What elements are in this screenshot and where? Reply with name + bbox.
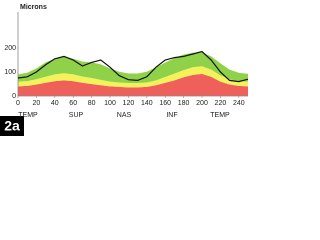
x-tick-label: 40 [51, 100, 59, 107]
band-area [18, 52, 248, 84]
band-area [18, 66, 248, 88]
y-tick-label: 0 [12, 93, 16, 100]
x-tick-label: 180 [178, 100, 190, 107]
x-tick-label: 20 [33, 100, 41, 107]
panel-label: 2a [4, 118, 20, 134]
x-tick-label: 240 [233, 100, 245, 107]
y-tick-label: 100 [4, 69, 16, 76]
x-tick-label: 140 [141, 100, 153, 107]
x-tick-label: 80 [88, 100, 96, 107]
region-label: TEMP [18, 112, 38, 119]
x-tick-label: 120 [123, 100, 135, 107]
thickness-line [17, 50, 249, 83]
panel-label-box [0, 116, 24, 136]
x-tick-label: 100 [104, 100, 116, 107]
band-area [18, 73, 248, 96]
x-tick-label: 60 [69, 100, 77, 107]
chart-title: Microns [20, 4, 47, 11]
x-tick-label: 0 [16, 100, 20, 107]
chart: Microns 2a 0 100 200 0 20 40 60 80 100 120 140 160 1… [0, 0, 250, 136]
x-tick-label: 200 [196, 100, 208, 107]
region-label: INF [166, 112, 177, 119]
x-tick-label: 160 [159, 100, 171, 107]
region-label: NAS [117, 112, 132, 119]
y-tick-label: 200 [4, 45, 16, 52]
x-tick-label: 220 [215, 100, 227, 107]
region-label: TEMP [210, 112, 230, 119]
region-label: SUP [69, 112, 84, 119]
